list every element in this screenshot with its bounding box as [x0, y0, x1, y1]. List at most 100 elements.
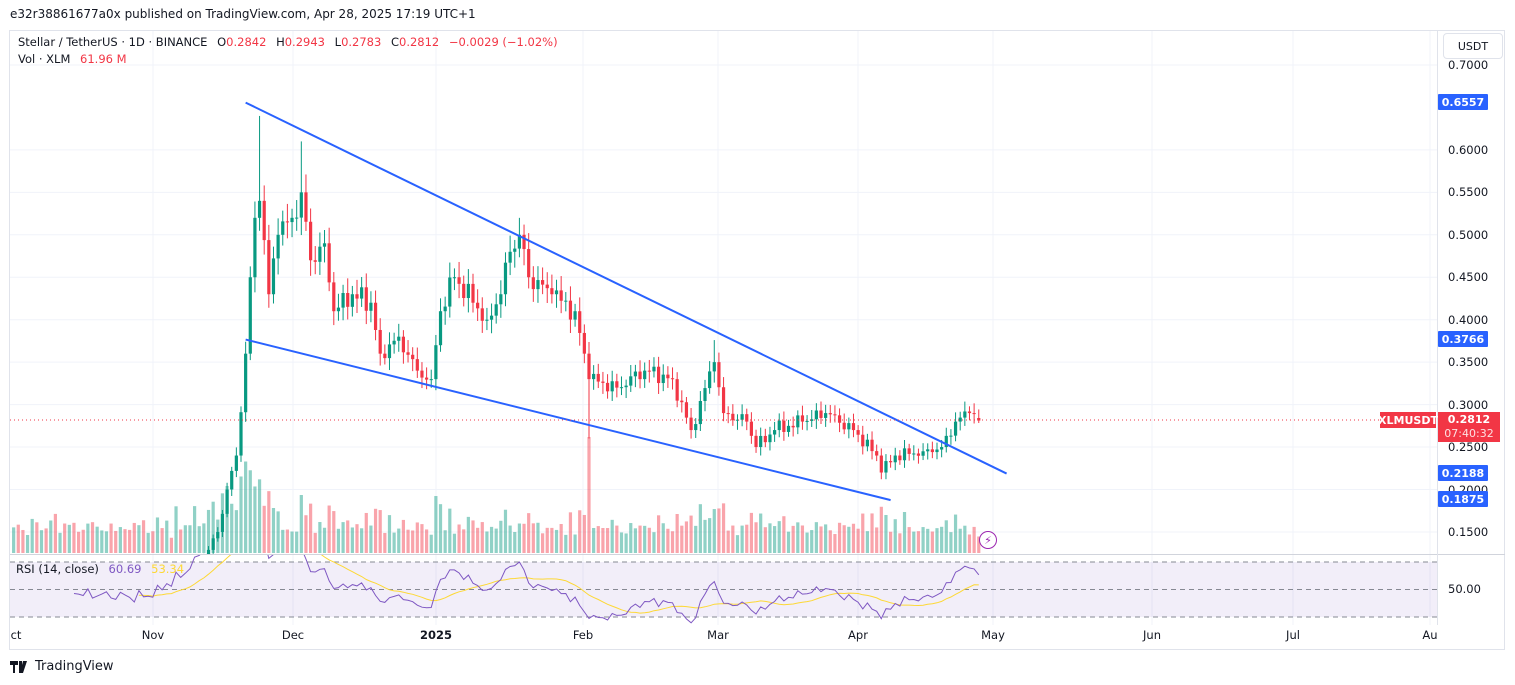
rsi-level-label: 50.00: [1448, 582, 1481, 596]
volume-bar: [346, 520, 350, 553]
volume-bar: [796, 522, 800, 553]
candle: [336, 307, 341, 312]
rsi-label[interactable]: RSI (14, close): [16, 562, 99, 576]
candle: [921, 451, 925, 456]
volume-label[interactable]: Vol · XLM: [18, 52, 71, 66]
candle: [814, 410, 818, 420]
candle: [471, 283, 475, 303]
close-label: C: [390, 35, 399, 49]
volume-bar: [740, 525, 744, 553]
volume-bar: [109, 523, 113, 553]
candle: [383, 353, 387, 359]
volume-bar: [578, 510, 582, 553]
volume-bar: [564, 534, 568, 553]
volume-bar: [434, 496, 438, 553]
volume-bar: [531, 523, 535, 553]
currency-selector[interactable]: USDT: [1443, 33, 1503, 59]
rsi-pane: [10, 555, 1437, 624]
volume-bar: [244, 461, 248, 553]
volume-bar: [824, 524, 828, 553]
candle: [902, 448, 907, 461]
symbol-title[interactable]: Stellar / TetherUS · 1D · BINANCE: [18, 35, 208, 49]
time-tick: ct: [10, 628, 22, 642]
candle: [239, 412, 243, 456]
volume-bar: [615, 525, 619, 553]
volume-bar: [559, 524, 563, 553]
candle: [253, 217, 257, 278]
candle: [731, 413, 735, 421]
volume-bar: [884, 514, 888, 553]
volume-bar: [916, 531, 921, 553]
volume-bar: [712, 509, 716, 553]
candle: [875, 451, 879, 456]
volume-bar: [132, 522, 136, 553]
candle: [360, 287, 364, 299]
volume-bar: [550, 527, 554, 553]
candle: [425, 377, 429, 380]
candle: [550, 288, 554, 295]
volume-bar: [517, 523, 521, 553]
candle: [304, 192, 308, 222]
volume-bar: [21, 529, 25, 553]
volume-bar: [257, 479, 262, 553]
volume-bar: [104, 531, 109, 553]
candle: [596, 373, 600, 382]
change-value: −0.0029 (−1.02%): [448, 35, 558, 49]
volume-bar: [930, 531, 934, 553]
price-tick: 0.7000: [1448, 58, 1489, 72]
tradingview-logo[interactable]: TradingView: [10, 659, 114, 674]
volume-bar: [610, 519, 614, 553]
candle: [392, 340, 396, 345]
volume-bar: [545, 527, 549, 553]
volume-bar: [471, 520, 475, 553]
volume-bar: [271, 508, 276, 553]
volume-bar: [935, 528, 939, 553]
candle: [295, 217, 299, 219]
volume-bar: [745, 524, 749, 553]
price-tick: 0.3500: [1448, 355, 1489, 370]
candle: [712, 362, 716, 372]
current-price-label: 0.2812 07:40:32: [1438, 412, 1500, 442]
candle: [796, 415, 800, 428]
volume-bar: [726, 530, 730, 553]
volume-bar: [721, 503, 726, 553]
candle: [480, 308, 484, 321]
volume-bar: [12, 527, 16, 553]
candle: [726, 413, 730, 415]
candle: [977, 418, 981, 421]
lightning-icon[interactable]: ⚡: [979, 531, 997, 549]
volume-bar: [141, 520, 146, 553]
volume-bar: [759, 513, 763, 553]
volume-bar: [392, 532, 396, 553]
ohlc-legend: Stellar / TetherUS · 1D · BINANCE O0.284…: [18, 35, 558, 49]
volume-bar: [541, 533, 545, 553]
volume-bar: [967, 534, 972, 553]
candle: [578, 311, 582, 333]
open-label: O: [217, 35, 227, 49]
volume-bar: [206, 509, 211, 553]
candle: [657, 366, 661, 384]
candle: [870, 439, 874, 452]
volume-bar: [276, 511, 280, 553]
candle: [545, 284, 549, 289]
volume-bar: [717, 508, 721, 553]
time-tick: 2025: [419, 628, 453, 642]
candle: [271, 258, 276, 295]
volume-bar: [851, 523, 856, 553]
volume-bar: [151, 531, 155, 553]
volume-bar: [847, 526, 851, 553]
time-tick: Jul: [1286, 628, 1300, 642]
candle: [735, 419, 740, 421]
volume-bar: [926, 528, 930, 553]
candle: [893, 455, 897, 463]
candle: [225, 489, 229, 514]
volume-bar: [703, 519, 707, 553]
volume-bar: [513, 531, 517, 553]
candle: [958, 417, 962, 422]
tradingview-logo-icon: [10, 660, 27, 673]
current-price: 0.2812: [1447, 413, 1491, 426]
candle: [694, 424, 698, 431]
volume-bar: [633, 528, 637, 553]
candle: [285, 221, 289, 223]
